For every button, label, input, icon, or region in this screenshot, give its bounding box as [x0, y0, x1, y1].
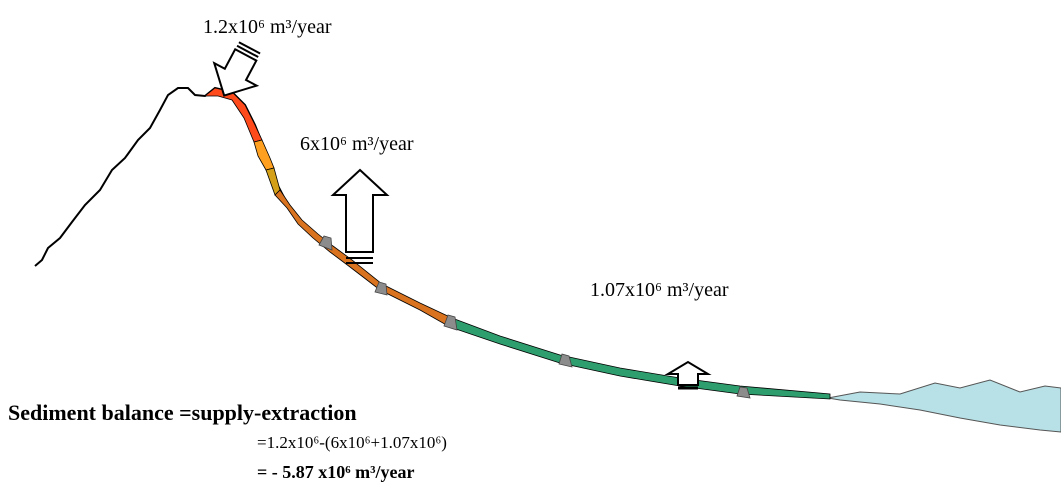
river-red	[203, 87, 263, 143]
river-gold	[265, 167, 281, 196]
extraction-arrow-lower	[664, 360, 712, 390]
terrain-profile	[34, 86, 831, 399]
supply-arrow	[212, 41, 261, 97]
extraction-upper-label: 6x10⁶ m³/year	[300, 133, 414, 155]
balance-title: Sediment balance =supply-extraction	[8, 400, 357, 425]
balance-formula: =1.2x10⁶-(6x10⁶+1.07x10⁶)	[257, 433, 447, 452]
river-green	[449, 317, 831, 400]
river-orange	[253, 139, 275, 171]
extraction-arrow-upper	[330, 168, 390, 264]
extraction-lower-label: 1.07x10⁶ m³/year	[590, 279, 729, 301]
weirs	[318, 235, 751, 399]
balance-result: = - 5.87 x10⁶ m³/year	[257, 462, 415, 482]
supply-label: 1.2x10⁶ m³/year	[203, 16, 332, 38]
water	[827, 379, 1061, 433]
